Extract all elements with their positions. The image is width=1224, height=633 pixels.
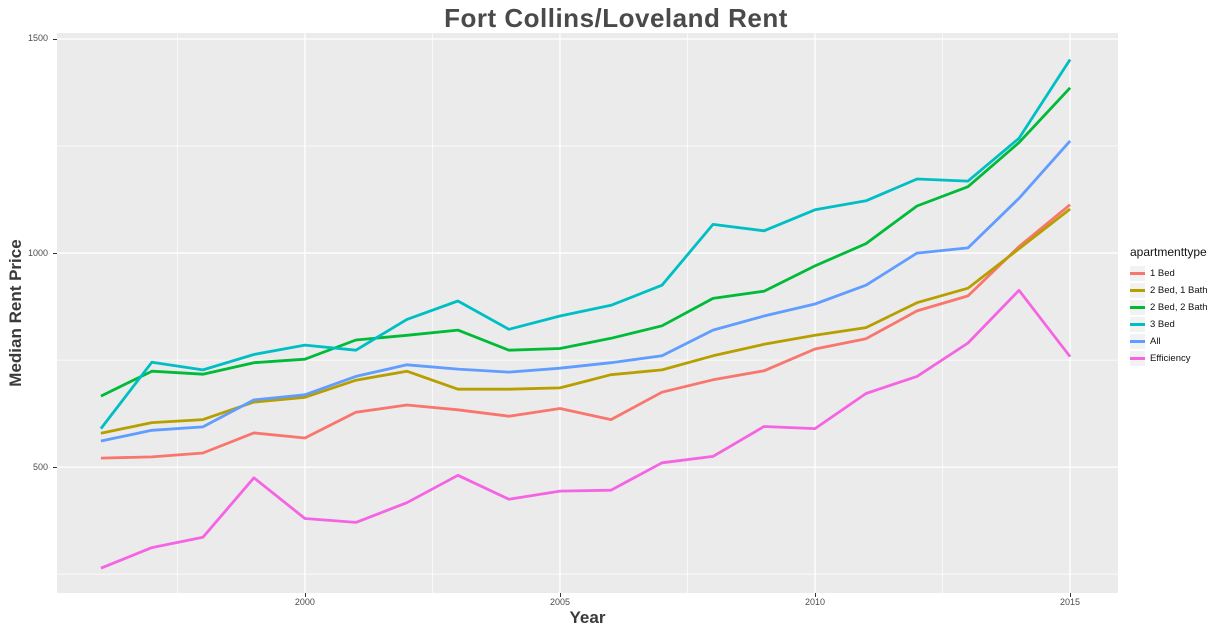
legend-item-3-bed: 3 Bed — [1130, 317, 1224, 332]
legend-key-swatch — [1130, 351, 1145, 366]
x-tick-label: 2015 — [1060, 597, 1081, 607]
legend-key-line — [1130, 340, 1145, 343]
legend-item-2-bed-1-bath: 2 Bed, 1 Bath — [1130, 283, 1224, 298]
x-tick-label: 2010 — [804, 597, 826, 607]
x-tick-label: 2000 — [294, 597, 315, 607]
legend-item-all: All — [1130, 334, 1224, 349]
y-tick-mark — [53, 38, 57, 40]
legend-item-1-bed: 1 Bed — [1130, 266, 1224, 281]
line-3-bed — [99, 58, 1072, 430]
plot-panel — [57, 33, 1118, 593]
line-chart-canvas — [57, 33, 1118, 593]
legend-key-swatch — [1130, 334, 1145, 349]
legend-label: 1 Bed — [1150, 268, 1175, 279]
line-2-bed-1-bath — [100, 207, 1071, 435]
y-tick-label: 1000 — [27, 247, 48, 258]
legend-title: apartmenttype — [1130, 245, 1207, 259]
x-axis-title: Year — [569, 608, 606, 627]
y-axis-title: Median Rent Price — [6, 239, 25, 387]
line-2-bed-2-bath — [100, 86, 1072, 398]
y-tick-mark — [53, 467, 57, 469]
legend-key-line — [1130, 306, 1145, 309]
legend-label: 2 Bed, 1 Bath — [1150, 285, 1208, 296]
legend-label: 3 Bed — [1150, 319, 1175, 330]
page-title: Fort Collins/Loveland Rent — [444, 3, 788, 33]
legend-key-swatch — [1130, 266, 1145, 281]
legend-item-efficiency: Efficiency — [1130, 351, 1224, 366]
legend-key-line — [1130, 272, 1145, 275]
legend-key-line — [1130, 323, 1145, 326]
x-tick-mark — [559, 593, 561, 597]
legend-label: Efficiency — [1150, 353, 1191, 364]
legend-items: 1 Bed 2 Bed, 1 Bath 2 Bed, 2 Bath 3 Bed All E… — [1130, 266, 1224, 366]
line-all — [100, 139, 1072, 443]
x-tick-mark — [1070, 593, 1072, 597]
legend-key-swatch — [1130, 300, 1145, 315]
legend-item-2-bed-2-bath: 2 Bed, 2 Bath — [1130, 300, 1224, 315]
legend-key-line — [1130, 289, 1145, 292]
y-tick-label: 1500 — [27, 33, 48, 44]
legend-label: 2 Bed, 2 Bath — [1150, 302, 1208, 313]
legend-label: All — [1150, 336, 1161, 347]
line-1-bed — [100, 203, 1071, 460]
x-tick-label: 2005 — [549, 597, 570, 607]
legend: apartmenttype 1 Bed 2 Bed, 1 Bath 2 Bed, 2… — [1130, 245, 1224, 368]
legend-key-swatch — [1130, 317, 1145, 332]
y-tick-mark — [53, 253, 57, 255]
x-tick-mark — [304, 593, 306, 597]
line-efficiency — [100, 288, 1072, 570]
legend-key-line — [1130, 357, 1145, 360]
x-tick-mark — [815, 593, 816, 597]
legend-key-swatch — [1130, 283, 1145, 298]
y-tick-label: 500 — [32, 461, 48, 472]
